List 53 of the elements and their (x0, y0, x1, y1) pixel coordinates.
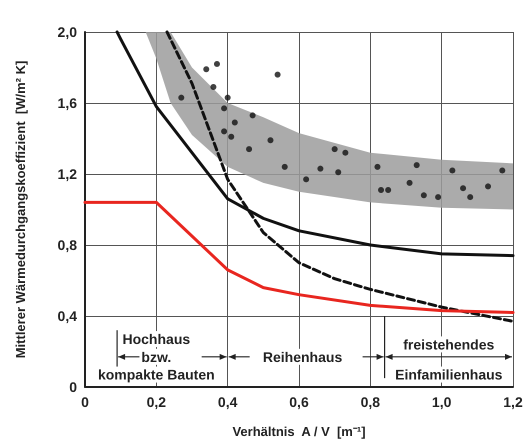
y-tick-label: 0 (69, 379, 78, 395)
point (232, 120, 238, 126)
point (282, 164, 288, 170)
point (435, 194, 442, 200)
y-tick-label: 1,6 (58, 95, 78, 111)
point (228, 134, 234, 140)
point (221, 128, 228, 134)
point (224, 94, 231, 101)
annotation: Hochhaus (122, 331, 190, 348)
y-tick-label: 0,8 (58, 237, 78, 253)
annotation: freistehendes (403, 336, 495, 352)
point (210, 84, 216, 90)
x-tick-label: 0,4 (218, 394, 238, 410)
point (178, 94, 184, 101)
point (460, 185, 466, 192)
y-axis-title: Mittlerer Wärmedurchgangskoeffizient [W/m² K] (13, 60, 28, 358)
point (246, 146, 252, 152)
point (274, 72, 281, 78)
point (406, 180, 413, 186)
point (342, 150, 348, 156)
point (449, 167, 456, 174)
point (335, 169, 342, 176)
point (221, 105, 228, 112)
annotation: Reihenhaus (262, 348, 342, 365)
x-tick-label: 0,6 (289, 394, 309, 410)
annotation: kompakte Bauten (98, 366, 215, 383)
x-tick-label: 0,2 (146, 394, 166, 410)
point (420, 192, 427, 198)
y-tick-label: 2,0 (58, 24, 78, 40)
x-tick-label: 0 (81, 394, 90, 410)
point (499, 167, 506, 174)
point (317, 166, 324, 172)
point (378, 186, 384, 193)
point (385, 186, 392, 193)
line-series (84, 200, 514, 314)
y-tick-label: 1,2 (58, 166, 78, 182)
x-tick-label: 1,2 (503, 394, 523, 410)
point (414, 162, 420, 168)
point (374, 164, 380, 170)
x-tick-label: 0,8 (360, 394, 380, 410)
point (203, 66, 210, 72)
point (214, 60, 220, 67)
point (267, 137, 274, 144)
x-axis-title: Verhältnis A / V [m⁻¹] (232, 424, 366, 439)
y-tick-label: 0,4 (58, 308, 78, 324)
point (250, 112, 256, 118)
point (303, 176, 310, 182)
point (332, 146, 338, 152)
point (485, 183, 492, 190)
x-tick-label: 1,0 (432, 394, 452, 410)
point (467, 194, 474, 200)
annotation: Einfamilienhaus (395, 366, 503, 383)
annotation: bzw. (141, 348, 172, 365)
